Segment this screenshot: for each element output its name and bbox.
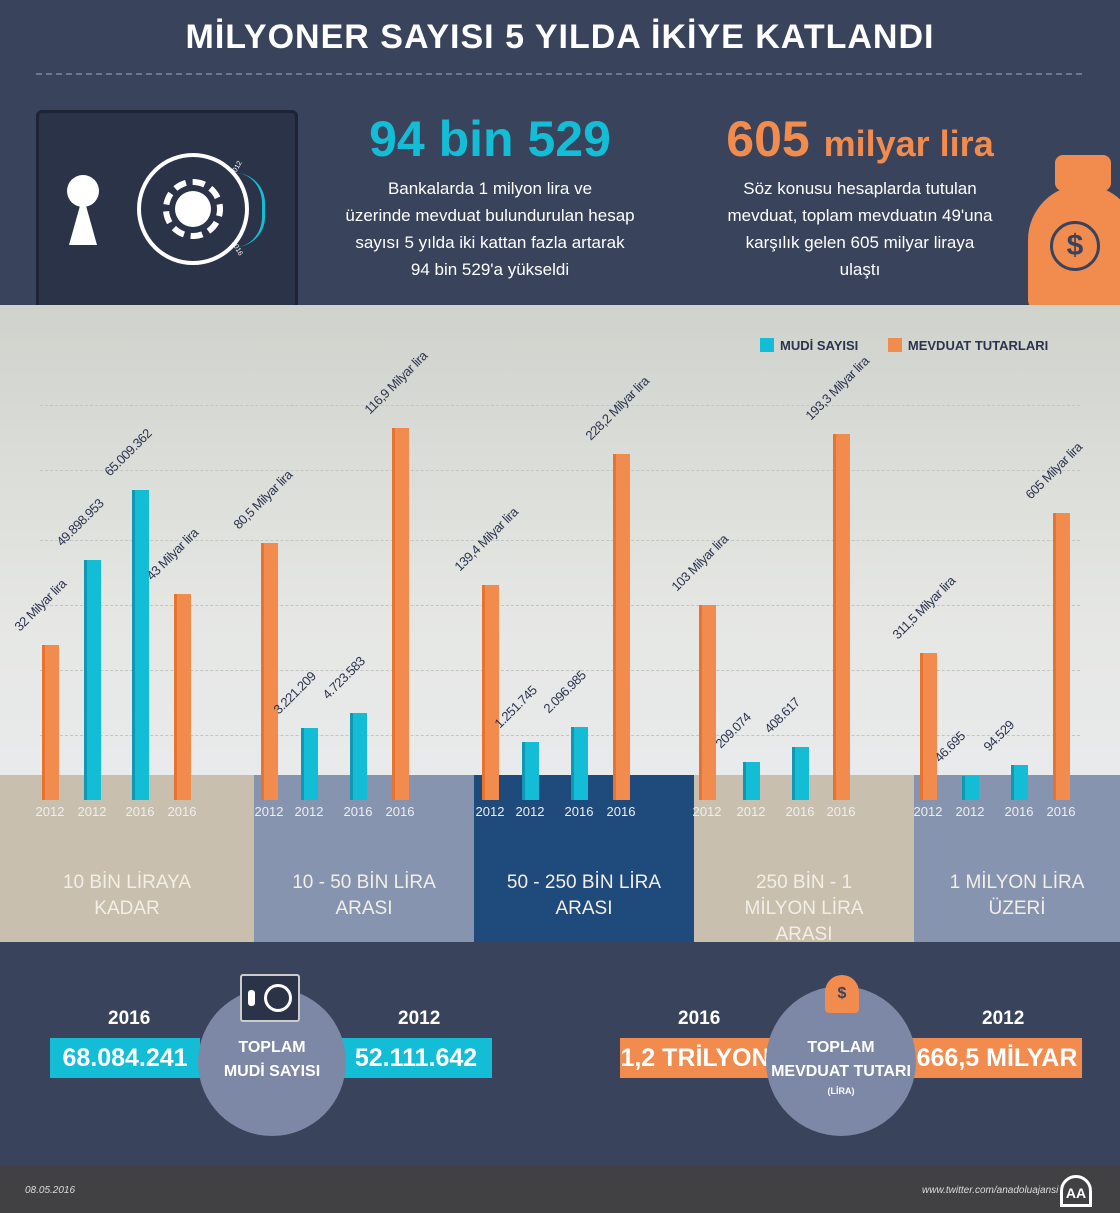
bar-mudi-2012: [962, 776, 979, 800]
bar-mudi-2012: [522, 742, 539, 800]
mevduat-2016-value: 1,2 TRİLYON: [620, 1038, 770, 1078]
bar-year-label: 2016: [385, 804, 415, 819]
mevduat-total-circle: TOPLAM MEVDUAT TUTARI (LİRA): [766, 986, 916, 1136]
footer-date: 08.05.2016: [25, 1185, 76, 1196]
safe-small-icon: [240, 974, 300, 1022]
gridline: [40, 405, 1080, 406]
bar-year-label: 2016: [1046, 804, 1076, 819]
bar-year-label: 2012: [955, 804, 985, 819]
bar-year-label: 2016: [606, 804, 636, 819]
bar-year-label: 2012: [515, 804, 545, 819]
bar-year-label: 2012: [913, 804, 943, 819]
stat2-value: 605 milyar lira: [726, 111, 994, 167]
bar-mevduat-2016: [174, 594, 191, 800]
safe-icon: 2012 2016: [36, 110, 298, 317]
legend-item-mudi: MUDİ SAYISI: [760, 338, 858, 353]
bar-mudi-2012: [743, 762, 760, 800]
bar-mevduat-2012: [261, 543, 278, 800]
stat1-value: 94 bin 529: [369, 111, 611, 167]
bar-mevduat-2016: [833, 434, 850, 800]
footer-link[interactable]: www.twitter.com/anadoluajansi: [922, 1185, 1059, 1196]
mudi-2016-year: 2016: [108, 1008, 151, 1029]
money-bag-small-icon: $: [825, 975, 859, 1013]
gridline: [40, 605, 1080, 606]
bar-mudi-2016: [350, 713, 367, 800]
bar-mevduat-2016: [1053, 513, 1070, 800]
gridline: [40, 735, 1080, 736]
footer: 08.05.2016 www.twitter.com/anadoluajansi…: [0, 1165, 1120, 1213]
mudi-2012-year: 2012: [398, 1008, 441, 1029]
gridline: [40, 540, 1080, 541]
bar-year-label: 2016: [826, 804, 856, 819]
bar-year-label: 2012: [254, 804, 284, 819]
bar-mudi-2016: [571, 727, 588, 800]
bar-mevduat-2012: [920, 653, 937, 800]
category-label: 1 MİLYON LİRA ÜZERİ: [914, 830, 1120, 942]
bar-year-label: 2012: [35, 804, 65, 819]
stat2-description: Söz konusu hesaplarda tutulan mevduat, to…: [727, 179, 993, 279]
mevduat-2012-year: 2012: [982, 1008, 1025, 1029]
bar-mudi-2012: [301, 728, 318, 800]
stat1-description: Bankalarda 1 milyon lira ve üzerinde mevd…: [345, 179, 635, 279]
gridline: [40, 670, 1080, 671]
bar-mevduat-2016: [392, 428, 409, 800]
legend: MUDİ SAYISI MEVDUAT TUTARLARI: [760, 338, 1048, 353]
bar-mudi-2016: [132, 490, 149, 800]
bar-mevduat-2012: [482, 585, 499, 800]
bar-year-label: 2012: [77, 804, 107, 819]
bar-mevduat-2012: [699, 605, 716, 800]
mevduat-2012-value: 666,5 MİLYAR: [912, 1038, 1082, 1078]
aa-logo: AA: [1060, 1175, 1092, 1207]
mudi-2012-value: 52.111.642: [340, 1038, 492, 1078]
bar-mevduat-2012: [42, 645, 59, 800]
bar-year-label: 2016: [785, 804, 815, 819]
category-label: 10 BİN LİRAYA KADAR: [0, 830, 254, 942]
gridline: [40, 470, 1080, 471]
money-bag-icon: $: [1028, 185, 1120, 310]
category-label: 10 - 50 BİN LİRA ARASI: [254, 830, 474, 942]
bar-mudi-2012: [84, 560, 101, 800]
bar-year-label: 2016: [125, 804, 155, 819]
category-label: 250 BİN - 1 MİLYON LİRA ARASI: [694, 830, 914, 945]
category-floor: [0, 775, 254, 830]
divider: [36, 73, 1082, 75]
bar-year-label: 2012: [736, 804, 766, 819]
bar-year-label: 2012: [475, 804, 505, 819]
legend-item-mevduat: MEVDUAT TUTARLARI: [887, 338, 1048, 353]
category-label: 50 - 250 BİN LİRA ARASI: [474, 830, 694, 942]
bar-year-label: 2016: [167, 804, 197, 819]
bar-year-label: 2012: [692, 804, 722, 819]
bar-year-label: 2012: [294, 804, 324, 819]
mudi-2016-value: 68.084.241: [50, 1038, 200, 1078]
bar-year-label: 2016: [1004, 804, 1034, 819]
bar-mevduat-2016: [613, 454, 630, 800]
mevduat-2016-year: 2016: [678, 1008, 721, 1029]
bar-mudi-2016: [792, 747, 809, 800]
bar-year-label: 2016: [564, 804, 594, 819]
bar-year-label: 2016: [343, 804, 373, 819]
bar-mudi-2016: [1011, 765, 1028, 800]
page-title: MİLYONER SAYISI 5 YILDA İKİYE KATLANDI: [185, 18, 935, 56]
